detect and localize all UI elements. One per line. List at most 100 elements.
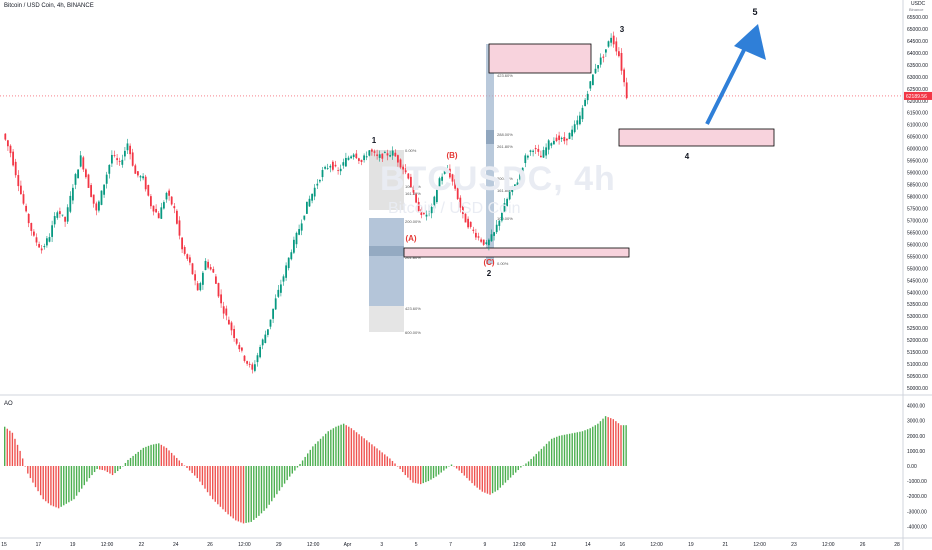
candle-body	[168, 190, 170, 196]
candle-body	[116, 158, 118, 161]
candle-body	[625, 82, 628, 99]
candle-body	[602, 56, 605, 58]
candle-body	[282, 276, 285, 282]
candle-body	[391, 150, 394, 156]
candle-body	[254, 364, 256, 371]
candle-body	[202, 272, 204, 285]
candle-body	[358, 158, 360, 161]
candle-body	[425, 214, 428, 217]
candle-body	[74, 174, 77, 185]
ao-bar	[530, 458, 532, 466]
candle-body	[69, 195, 72, 212]
candle-body	[35, 237, 38, 243]
ao-bar	[337, 425, 340, 466]
candle-body	[259, 346, 261, 358]
candle-body	[20, 185, 22, 195]
candle-body	[230, 322, 233, 331]
ao-bar	[93, 466, 96, 473]
ao-bar	[201, 466, 204, 486]
ao-bar	[99, 466, 101, 470]
price-tick-label: 53000.00	[907, 314, 928, 320]
ao-bar	[34, 466, 37, 488]
candle-body	[147, 185, 150, 196]
ao-tick-label: -1000.00	[907, 479, 927, 485]
candle-body	[17, 175, 20, 187]
candle-body	[579, 115, 581, 125]
candle-body	[238, 344, 241, 350]
ao-bar	[473, 466, 476, 486]
candle-body	[337, 170, 339, 171]
ao-bar	[183, 465, 186, 466]
candle-body	[373, 151, 376, 153]
candle-body	[163, 202, 165, 209]
candle-body	[553, 140, 555, 145]
candle-body	[443, 170, 446, 174]
ao-bar	[168, 450, 170, 466]
candle-body	[269, 319, 272, 327]
candle-body	[261, 339, 264, 346]
candle-body	[82, 157, 85, 170]
candle-body	[376, 154, 378, 156]
price-tick-label: 50500.00	[907, 374, 928, 380]
ao-bar	[538, 451, 540, 466]
ao-bar	[348, 426, 350, 466]
time-tick-label: 7	[449, 542, 452, 548]
candle-body	[441, 176, 443, 181]
candle-body	[485, 242, 488, 245]
time-tick-label: 22	[139, 542, 145, 548]
ao-bar	[83, 466, 86, 486]
ao-bar	[296, 466, 299, 468]
ao-bar	[502, 466, 504, 486]
ao-bar	[312, 446, 314, 466]
candle-body	[256, 355, 259, 363]
candle-body	[560, 137, 563, 139]
ao-bar	[291, 466, 294, 474]
candle-body	[407, 173, 410, 179]
candle-body	[246, 361, 248, 364]
ao-bar	[299, 463, 301, 466]
ao-bar	[607, 417, 609, 466]
ao-bar	[199, 466, 201, 482]
candle-body	[493, 232, 495, 236]
ao-bar	[592, 426, 594, 466]
ao-bar	[479, 466, 481, 490]
ao-bar	[173, 455, 175, 466]
symbol-watermark: BTCUSDC, 4h	[380, 160, 616, 198]
candle-body	[394, 152, 397, 157]
ao-bar	[535, 453, 537, 466]
ao-bar	[422, 466, 424, 484]
candle-body	[103, 184, 105, 195]
ao-bar	[16, 444, 19, 466]
ao-bar	[152, 444, 155, 466]
ao-bar	[599, 421, 602, 466]
candle-body	[592, 74, 594, 86]
ao-bar	[286, 466, 288, 481]
candle-body	[368, 150, 371, 156]
price-tick-label: 59500.00	[907, 159, 928, 165]
candle-body	[350, 156, 352, 159]
ao-bar	[145, 446, 147, 466]
wave-label: (A)	[405, 234, 416, 243]
candle-body	[280, 284, 282, 293]
ao-bar	[548, 441, 550, 466]
candle-body	[540, 155, 542, 158]
candle-body	[319, 179, 321, 182]
ao-bar	[622, 425, 625, 466]
candle-body	[324, 166, 326, 169]
candle-body	[306, 201, 308, 214]
ao-tick-label: -4000.00	[907, 524, 927, 530]
ao-bar	[14, 438, 16, 466]
candle-body	[501, 212, 503, 221]
candle-body	[404, 168, 407, 173]
ao-tick-label: 3000.00	[907, 419, 925, 425]
ao-bar	[576, 432, 579, 466]
candle-body	[287, 257, 290, 269]
candle-body	[300, 223, 303, 231]
candle-body	[105, 174, 108, 184]
candle-body	[516, 182, 519, 188]
ao-bar	[550, 438, 553, 466]
candle-body	[207, 261, 209, 268]
ao-bar	[407, 466, 409, 478]
wave-label: 5	[752, 7, 757, 17]
